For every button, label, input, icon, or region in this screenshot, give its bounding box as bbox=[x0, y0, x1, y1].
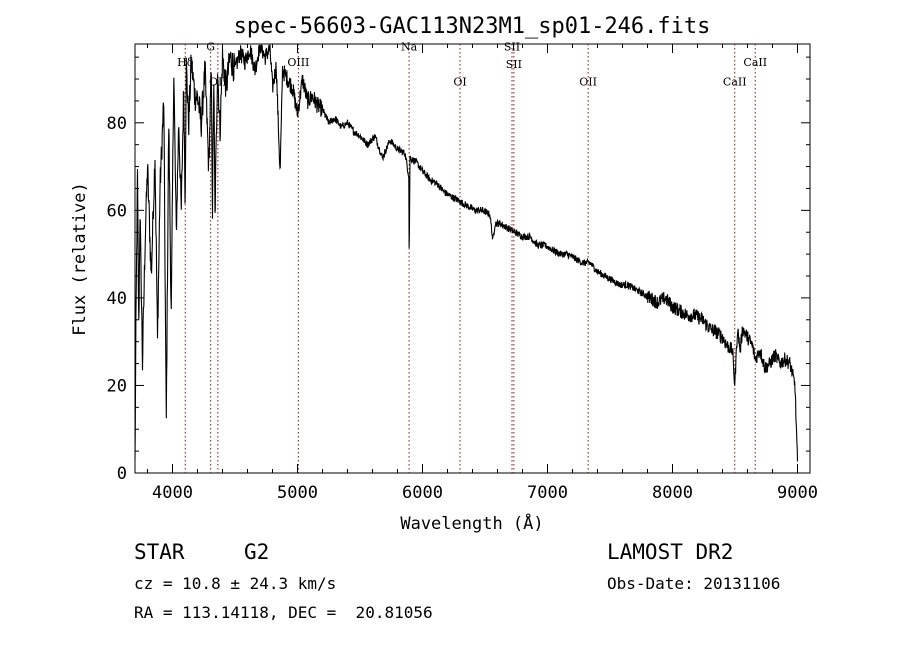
spectrum-line bbox=[134, 44, 799, 462]
plot-frame bbox=[134, 43, 811, 474]
marker-label-9: CaII bbox=[723, 76, 747, 89]
x-tick-label-4: 8000 bbox=[652, 483, 693, 503]
redshift-velocity: cz = 10.8 ± 24.3 km/s bbox=[134, 574, 337, 593]
x-tick-label-5: 9000 bbox=[777, 483, 818, 503]
marker-label-0: Hδ bbox=[177, 56, 194, 69]
observation-date: Obs-Date: 20131106 bbox=[607, 574, 781, 593]
x-tick-label-2: 6000 bbox=[402, 483, 443, 503]
marker-label-5: OI bbox=[453, 76, 466, 89]
marker-label-1: G bbox=[206, 41, 215, 54]
marker-label-7: SII bbox=[506, 58, 522, 71]
y-tick-label-3: 60 bbox=[107, 201, 127, 221]
y-tick-label-2: 40 bbox=[107, 289, 127, 309]
y-tick-label-4: 80 bbox=[107, 114, 127, 134]
x-tick-label-1: 5000 bbox=[277, 483, 318, 503]
object-subclass: G2 bbox=[244, 540, 270, 564]
x-axis-ticks: 4000 5000 6000 7000 8000 9000 bbox=[147, 44, 818, 503]
chart-title: spec-56603-GAC113N23M1_sp01-246.fits bbox=[234, 14, 711, 39]
y-axis-label: Flux (relative) bbox=[70, 182, 90, 336]
y-tick-label-1: 20 bbox=[107, 376, 127, 396]
ra-dec-coordinates: RA = 113.14118, DEC = 20.81056 bbox=[134, 603, 433, 622]
y-tick-label-0: 0 bbox=[117, 464, 127, 484]
x-tick-label-0: 4000 bbox=[152, 483, 193, 503]
x-axis-label: Wavelength (Å) bbox=[400, 512, 543, 534]
y-axis-ticks: 0 20 40 60 80 bbox=[107, 56, 810, 484]
x-tick-label-3: 7000 bbox=[527, 483, 568, 503]
marker-label-3: OIII bbox=[287, 56, 309, 69]
emission-line-markers bbox=[184, 44, 756, 473]
marker-label-8: OII bbox=[579, 76, 597, 89]
marker-label-4: Na bbox=[401, 41, 418, 54]
marker-label-6: SII bbox=[504, 41, 520, 54]
survey-name: LAMOST DR2 bbox=[607, 540, 734, 564]
object-class: STAR bbox=[134, 540, 185, 564]
marker-label-10: CaII bbox=[743, 56, 767, 69]
